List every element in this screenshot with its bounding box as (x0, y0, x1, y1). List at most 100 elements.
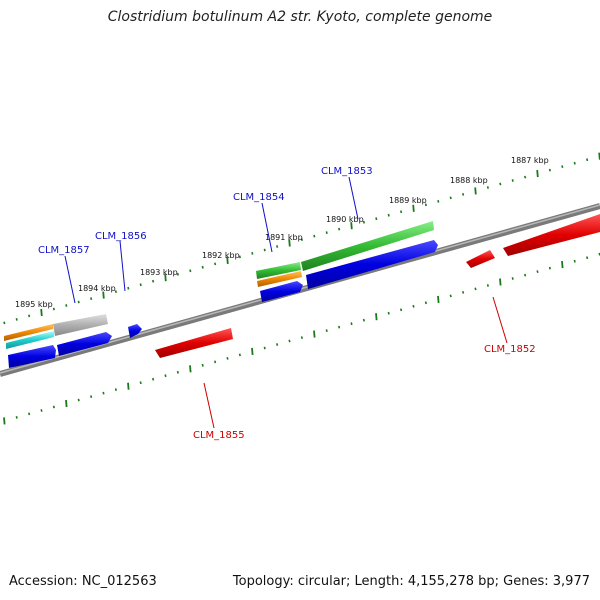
scale-tick (524, 175, 527, 179)
scale-tick (573, 161, 576, 165)
cds-clm-1857 (8, 345, 56, 368)
scale-tick (164, 374, 167, 378)
forward-features (4, 221, 438, 368)
scale-tick (362, 220, 365, 224)
scale-tick (77, 300, 80, 304)
scale-tick (325, 231, 328, 234)
scale-tick (176, 272, 179, 276)
scale-tick (251, 347, 254, 355)
scale-label: 1892 kbp (202, 251, 240, 260)
scale-tick (561, 165, 564, 168)
scale-tick (263, 248, 266, 252)
gene-label-clm-1852: CLM_1852 (484, 344, 536, 355)
scale-tick (424, 301, 427, 305)
scale-tick (350, 322, 353, 326)
scale-tick (412, 304, 415, 308)
scale-tick (387, 213, 390, 217)
scale-labels: 1887 kbp 1888 kbp 1889 kbp 1890 kbp 1891… (15, 156, 549, 309)
scale-tick (238, 255, 241, 259)
scale-tick (164, 274, 167, 282)
scale-tick (276, 245, 279, 248)
scale-tick (263, 346, 266, 350)
label-leaders (64, 176, 508, 429)
gene-label-clm-1856: CLM_1856 (95, 231, 147, 242)
scale-tick (288, 339, 291, 343)
scale-tick (449, 196, 452, 200)
gene-label-clm-1853: CLM_1853 (321, 166, 373, 177)
scale-tick (338, 227, 341, 231)
scale-label: 1887 kbp (511, 156, 549, 165)
scale-tick (276, 343, 279, 346)
scale-tick (114, 290, 117, 293)
scale-tick (548, 266, 551, 270)
scale-tick (90, 395, 93, 398)
scale-label: 1895 kbp (15, 300, 53, 309)
scale-tick (462, 291, 465, 294)
scale-tick (400, 210, 403, 214)
scale-tick (176, 370, 179, 374)
scale-tick (201, 363, 204, 367)
topology-text: Topology: circular; Length: 4,155,278 bp… (232, 574, 590, 589)
scale-tick (214, 360, 217, 364)
gene-clm-1854 (256, 262, 301, 279)
reverse-features (155, 214, 600, 358)
cds-right-reverse (503, 214, 600, 256)
scale-tick (3, 321, 6, 325)
scale-tick (214, 262, 217, 266)
scale-tick (15, 416, 18, 419)
cds-small-forward (128, 324, 142, 338)
scale-tick (313, 234, 316, 238)
scale-tick (127, 286, 130, 290)
scale-tick (52, 307, 55, 311)
scale-tick (362, 318, 365, 322)
scale-tick (586, 158, 589, 162)
inner-scale-ticks (3, 252, 600, 425)
scale-tick (511, 277, 514, 280)
cds-clm-1856 (57, 332, 112, 356)
misc-feature (53, 314, 108, 336)
cds-clm-1855 (155, 328, 233, 358)
rrna-feature-2 (257, 271, 302, 287)
scale-tick (561, 261, 564, 269)
scale-tick (474, 287, 477, 291)
scale-tick (548, 168, 551, 172)
scale-tick (152, 377, 155, 381)
scale-tick (114, 388, 117, 391)
scale-tick (65, 399, 68, 408)
scale-tick (152, 279, 155, 283)
scale-tick (52, 405, 55, 409)
scale-label: 1888 kbp (450, 176, 488, 185)
trna-feature (6, 331, 54, 349)
scale-label: 1890 kbp (326, 215, 364, 224)
scale-tick (486, 284, 489, 287)
scale-tick (412, 204, 415, 212)
scale-tick (375, 217, 378, 221)
cds-clm-1852 (466, 250, 495, 268)
gene-label-clm-1854: CLM_1854 (233, 192, 285, 203)
scale-tick (90, 297, 93, 300)
page-title: Clostridium botulinum A2 str. Kyoto, com… (107, 9, 493, 25)
scale-tick (300, 238, 303, 241)
scale-tick (536, 170, 539, 178)
scale-label: 1893 kbp (140, 268, 178, 277)
scale-tick (437, 200, 440, 203)
scale-tick (15, 318, 18, 321)
accession-text: Accession: NC_012563 (9, 574, 157, 589)
cds-clm-1853 (306, 240, 438, 289)
scale-tick (189, 269, 192, 273)
scale-tick (300, 336, 303, 339)
scale-tick (424, 203, 427, 207)
scale-tick (375, 313, 378, 321)
scale-tick (238, 353, 241, 357)
scale-tick (387, 311, 390, 315)
scale-tick (573, 259, 576, 263)
scale-tick (226, 357, 229, 360)
outer-scale-ticks (3, 152, 600, 325)
scale-tick (288, 239, 291, 247)
scale-tick (400, 308, 403, 312)
scale-tick (325, 329, 328, 332)
scale-tick (313, 330, 316, 338)
gene-label-clm-1857: CLM_1857 (38, 245, 90, 256)
gene-clm-1853 (301, 221, 434, 271)
scale-tick (40, 308, 43, 317)
